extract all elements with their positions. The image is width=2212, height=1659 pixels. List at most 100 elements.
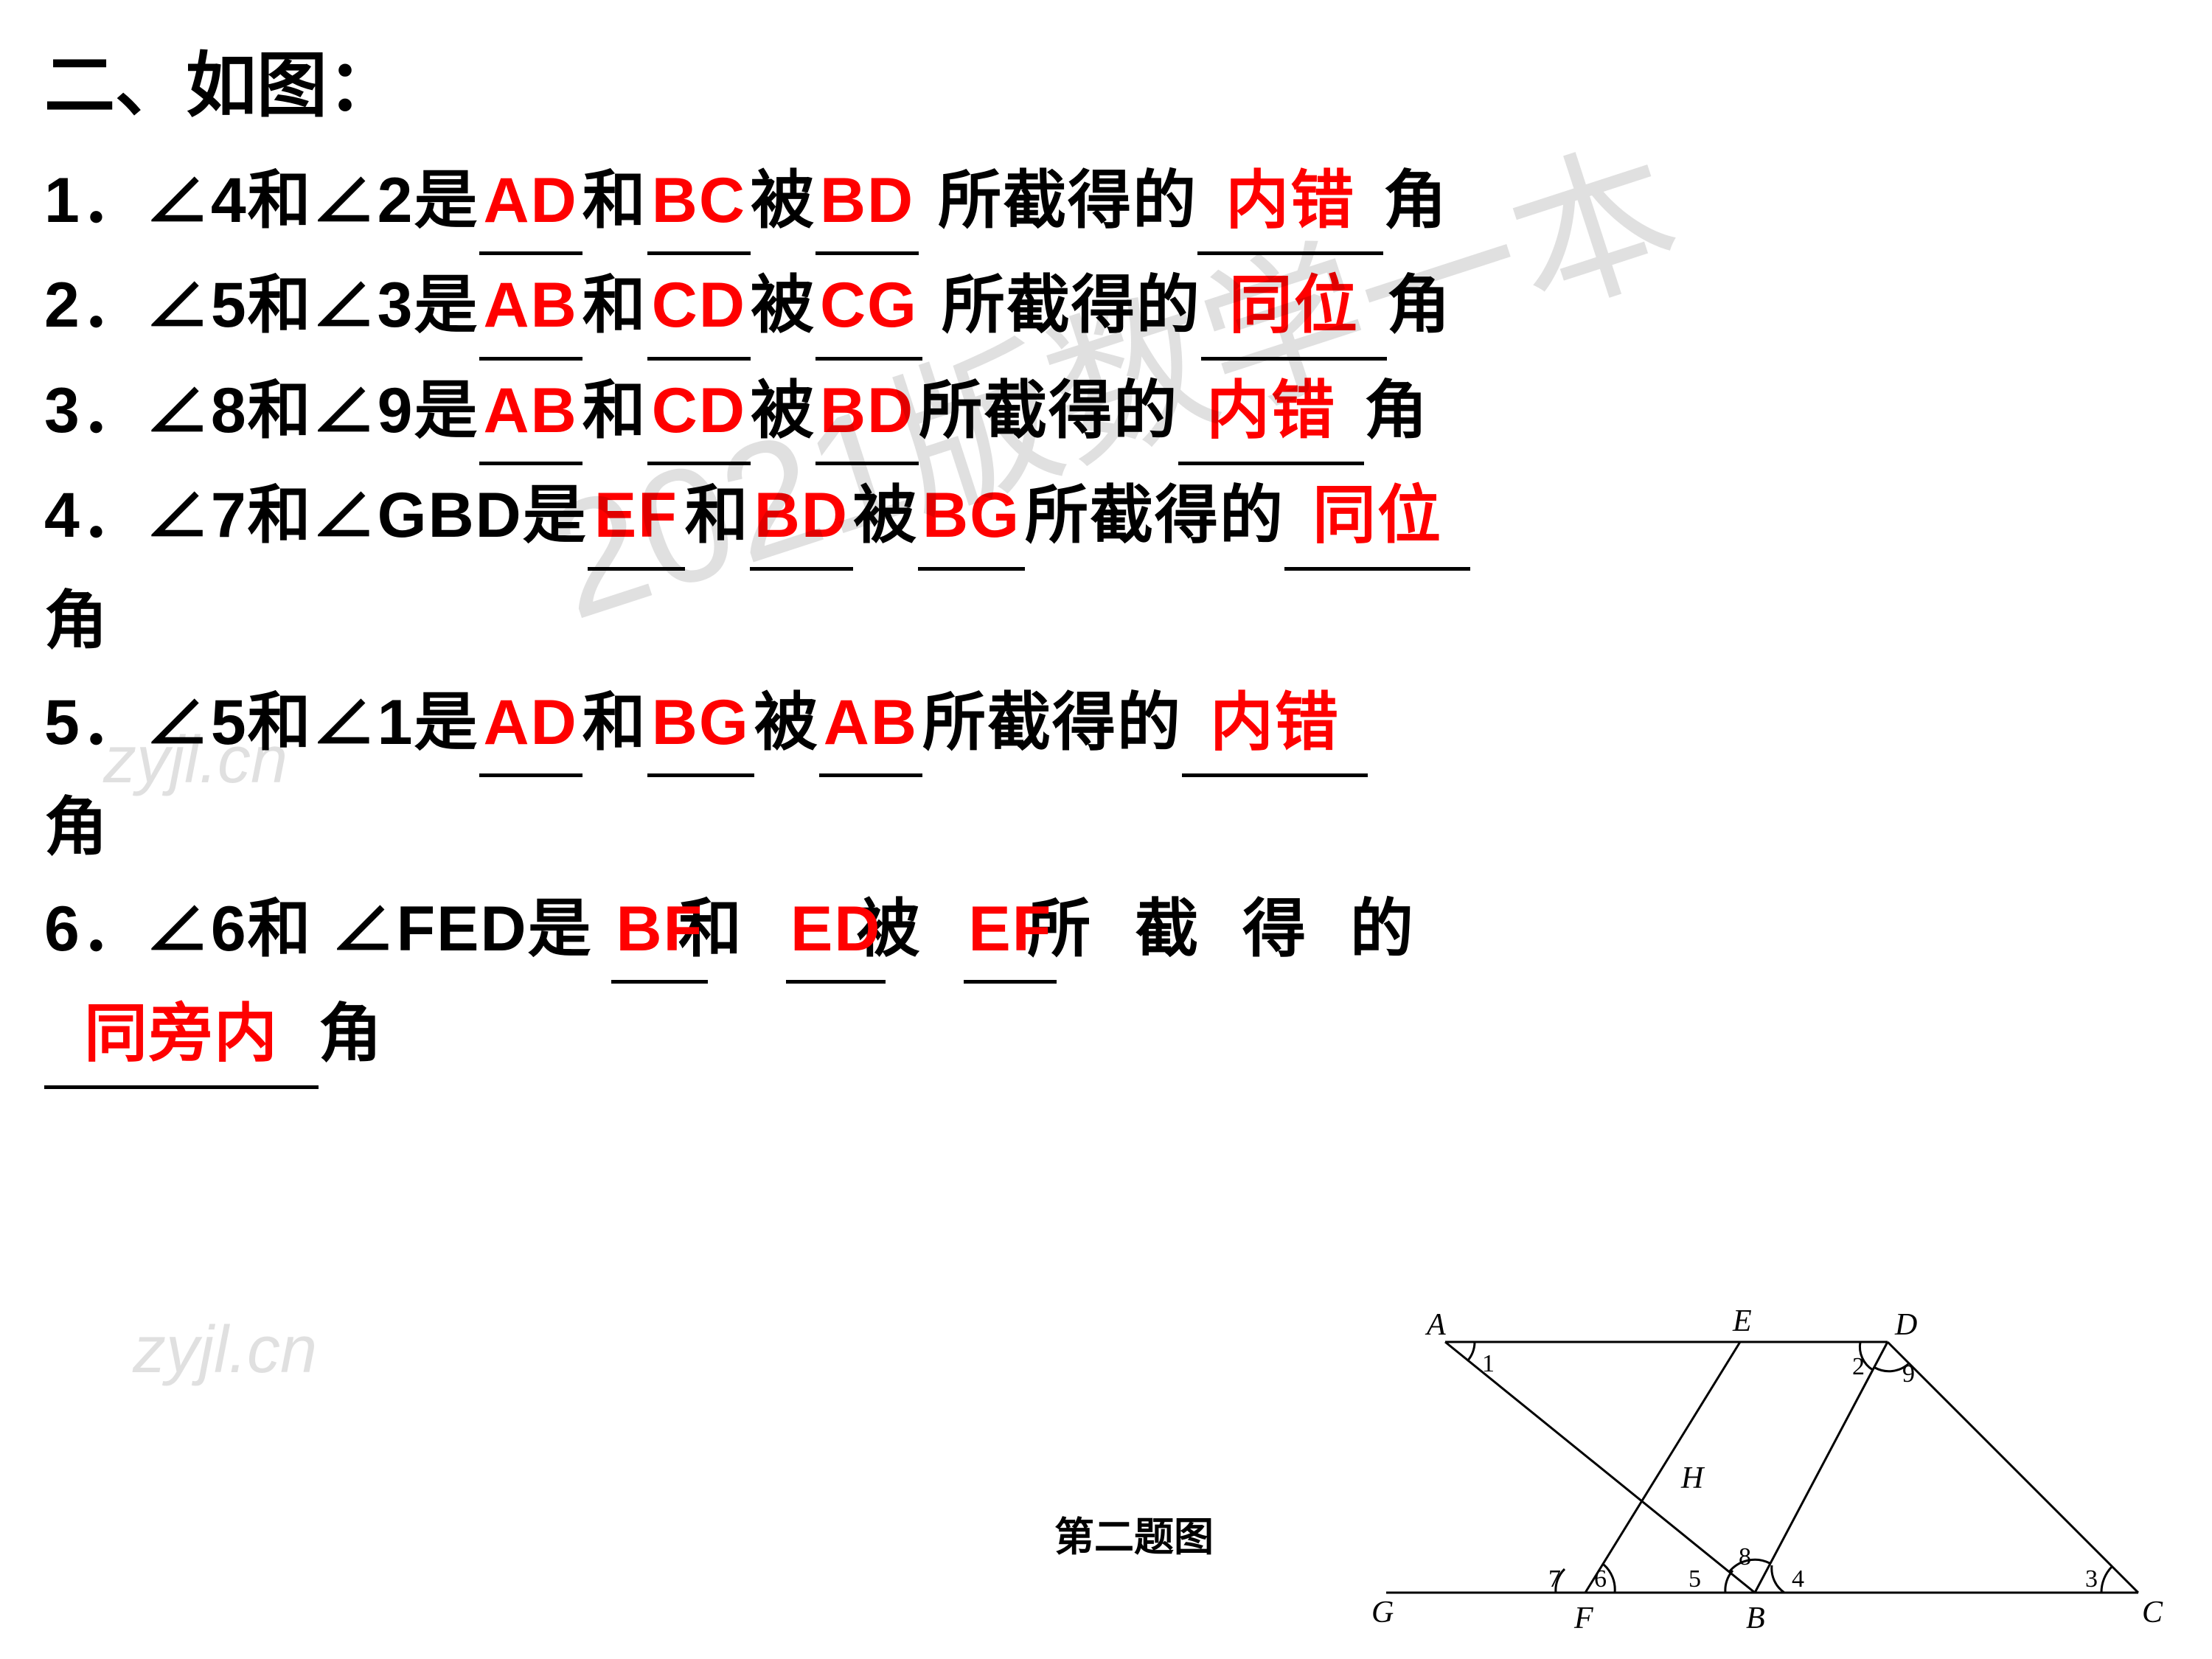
answer: BD [754, 480, 849, 551]
svg-text:9: 9 [1902, 1360, 1915, 1388]
answer: BG [652, 687, 750, 758]
blank: BD [750, 465, 853, 571]
answer: CD [652, 270, 746, 341]
blank: BG [647, 672, 754, 778]
blank: BG [918, 465, 1025, 571]
blank: 同位 [1201, 255, 1387, 361]
q-text: 角 [1364, 375, 1429, 446]
question-3: 3．∠8和∠9是AB和CD被BD所截得的内错角 [44, 361, 2168, 466]
answer: 内错 [1225, 165, 1355, 236]
blank: AD [479, 150, 582, 256]
q-text: 和 [685, 480, 750, 551]
answer: AD [484, 165, 578, 236]
answer: CD [652, 375, 746, 446]
q-text: ∠8和∠9是 [146, 375, 479, 446]
blank: AB [479, 361, 582, 466]
q-num: 2． [44, 270, 146, 341]
answer: EF [594, 480, 678, 551]
q-num: 3． [44, 375, 146, 446]
answer: BF [616, 894, 703, 964]
svg-text:A: A [1425, 1308, 1446, 1342]
q-text: 角 [319, 998, 383, 1069]
svg-text:D: D [1894, 1308, 1917, 1342]
q-text: ∠5和∠3是 [146, 270, 479, 341]
blank: AD [479, 672, 582, 778]
answer: 同旁内 [84, 998, 279, 1069]
q-text: 和 [582, 375, 647, 446]
blank: EF [588, 465, 685, 571]
blank: BC [647, 150, 751, 256]
q-text: ∠6和 ∠FED是 [146, 894, 612, 964]
q-text: ∠7和∠GBD是 [146, 480, 588, 551]
svg-text:C: C [2142, 1596, 2163, 1630]
answer: ED [790, 894, 881, 964]
q-text: 角 [1383, 165, 1448, 236]
answer: BD [820, 165, 914, 236]
blank: CD [647, 361, 751, 466]
q-text: 所截得的 [919, 375, 1178, 446]
question-5: 5．∠5和∠1是AD和BG被AB所截得的内错角 [44, 672, 2168, 879]
watermark: zyjl.cn [133, 1312, 317, 1388]
blank: 内错 [1178, 361, 1364, 466]
blank: AB [479, 255, 582, 361]
blank: CG [815, 255, 922, 361]
question-6: 6．∠6和 ∠FED是 BF和 ED被 EF所 截 得 的同旁内角 [44, 879, 2168, 1089]
q-num: 1． [44, 165, 146, 236]
svg-text:E: E [1732, 1304, 1752, 1338]
answer: 内错 [1206, 375, 1336, 446]
blank: AB [819, 672, 922, 778]
svg-text:B: B [1746, 1601, 1765, 1635]
svg-text:G: G [1371, 1596, 1394, 1630]
blank: BF [611, 879, 708, 984]
answer: AB [824, 687, 918, 758]
q-text: 被 [751, 270, 815, 341]
blank: EF [964, 879, 1057, 984]
svg-text:4: 4 [1792, 1565, 1804, 1593]
svg-text:3: 3 [2085, 1565, 2098, 1593]
geometry-diagram: A E D G F B C H 1 2 9 7 6 5 8 4 3 [1357, 1298, 2183, 1637]
q-text: 和 [582, 270, 647, 341]
answer: BD [820, 375, 914, 446]
svg-text:H: H [1680, 1461, 1705, 1495]
figure-caption: 第二题图 [1054, 1504, 1214, 1562]
q-text: 所截得的 [922, 687, 1182, 758]
question-2: 2．∠5和∠3是AB和CD被CG 所截得的同位角 [44, 255, 2168, 361]
svg-text:5: 5 [1688, 1565, 1701, 1593]
answer: 同位 [1229, 270, 1359, 341]
q-text: 被 [754, 687, 819, 758]
blank: BD [815, 150, 919, 256]
q-num: 5． [44, 687, 146, 758]
q-text: 被 [751, 165, 815, 236]
q-num: 6． [44, 894, 146, 964]
answer: AB [484, 375, 578, 446]
svg-text:7: 7 [1548, 1565, 1561, 1593]
q-text: ∠5和∠1是 [146, 687, 479, 758]
answer: CG [820, 270, 918, 341]
answer: AD [484, 687, 578, 758]
q-text: 角 [44, 585, 109, 656]
blank: 内错 [1182, 672, 1368, 778]
blank: 内错 [1197, 150, 1383, 256]
q-text: 和 [582, 165, 647, 236]
svg-text:F: F [1573, 1601, 1593, 1635]
q-text: ∠4和∠2是 [146, 165, 479, 236]
q-text: 被 [751, 375, 815, 446]
q-text: 所截得的 [919, 165, 1197, 236]
q-num: 4． [44, 480, 146, 551]
q-text: 所截得的 [922, 270, 1201, 341]
svg-text:6: 6 [1594, 1565, 1607, 1593]
q-text: 所截得的 [1025, 480, 1284, 551]
answer: 同位 [1312, 480, 1442, 551]
question-1: 1．∠4和∠2是AD和BC被BD 所截得的内错角 [44, 150, 2168, 256]
svg-text:2: 2 [1852, 1353, 1865, 1380]
blank: 同位 [1284, 465, 1470, 571]
answer: EF [968, 894, 1052, 964]
q-text: 被 [853, 480, 918, 551]
answer: BG [922, 480, 1020, 551]
answer: 内错 [1210, 687, 1340, 758]
q-text: 所 截 得 的 [1027, 894, 1427, 964]
blank: CD [647, 255, 751, 361]
svg-text:1: 1 [1482, 1350, 1495, 1377]
answer: BC [652, 165, 746, 236]
question-4: 4．∠7和∠GBD是EF和BD被BG所截得的同位角 [44, 465, 2168, 672]
